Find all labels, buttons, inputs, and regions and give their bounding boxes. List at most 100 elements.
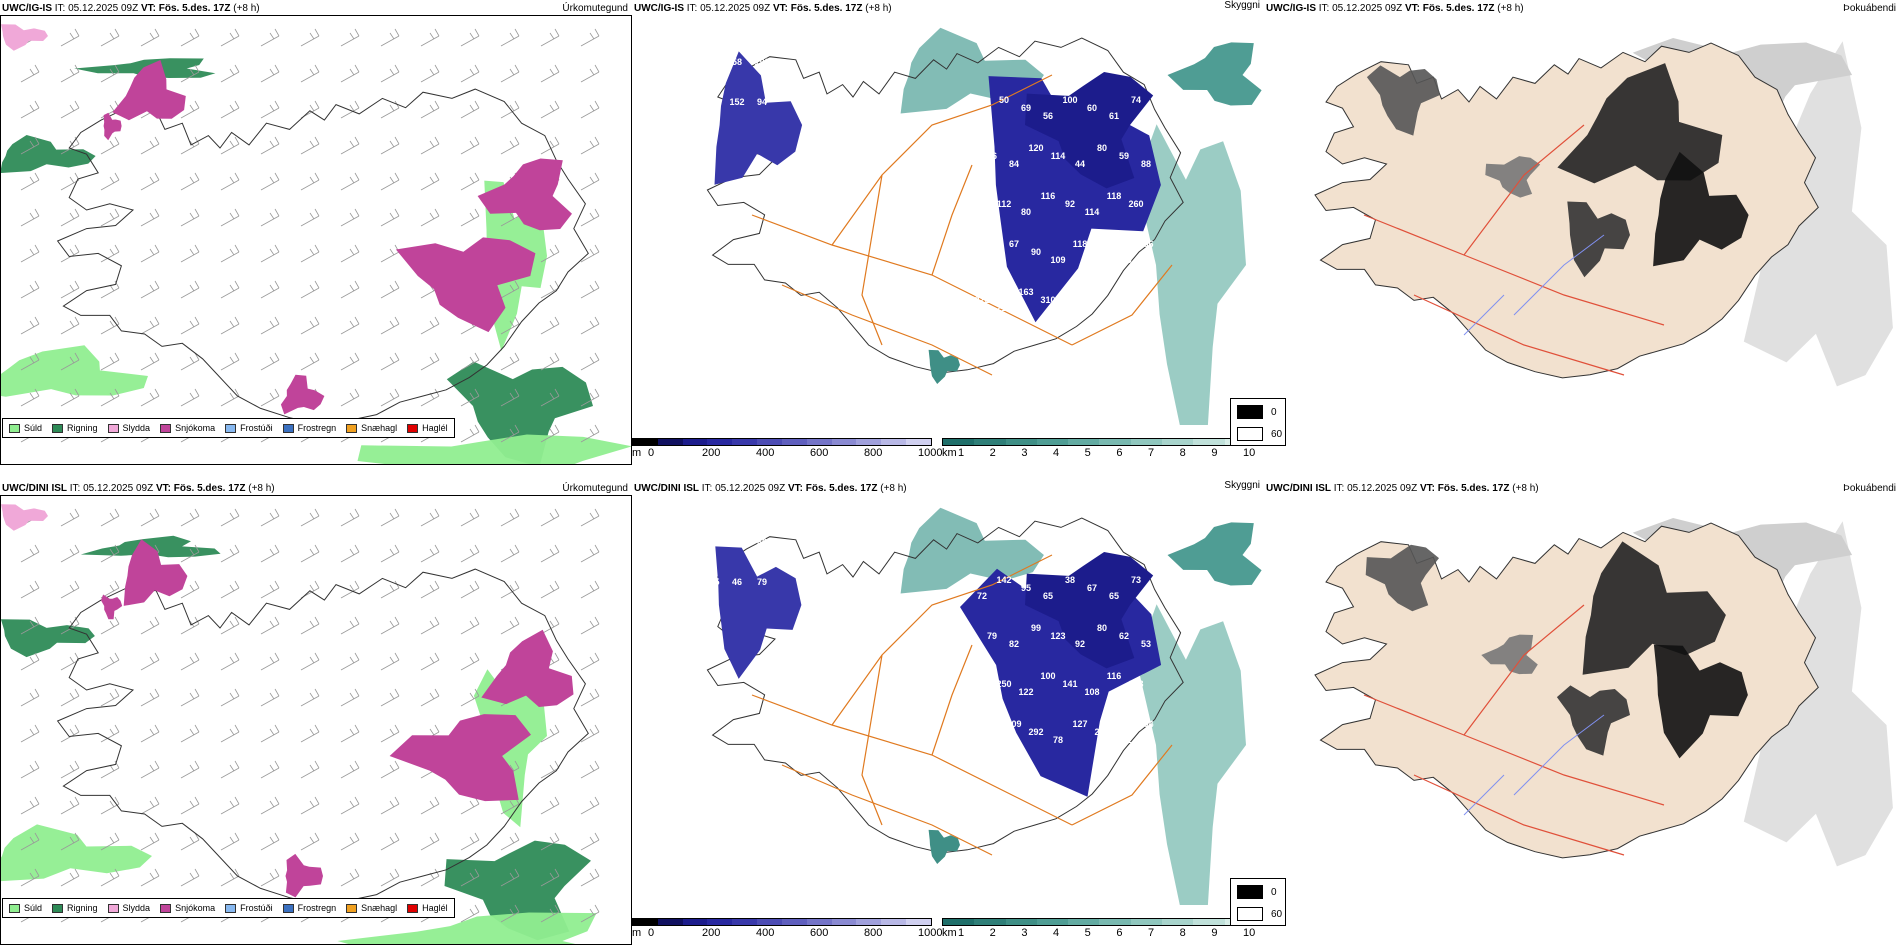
cloud-base-value: 100 — [1040, 671, 1055, 681]
legend-swatch — [9, 903, 20, 913]
valid-time-label: VT: — [1404, 3, 1420, 14]
colorbar-segment — [1130, 439, 1163, 445]
wind-barb — [340, 616, 360, 635]
cloud-base-value: 50 — [999, 95, 1009, 105]
colorbar-tick: 600 — [810, 927, 829, 939]
wind-barb — [500, 832, 520, 851]
wind-barb — [540, 64, 560, 83]
wind-barb — [220, 388, 240, 407]
wind-barb — [500, 64, 520, 83]
cloud-base-value: 67 — [1087, 583, 1097, 593]
colorbar-segment — [682, 439, 708, 445]
cloud-base-value: 114 — [1085, 207, 1100, 217]
wind-barb — [180, 28, 200, 47]
colorbar-segment — [657, 439, 683, 445]
wind-barb — [420, 208, 440, 227]
wind-barb — [420, 172, 440, 191]
wind-barb — [540, 28, 560, 47]
wind-barb — [380, 64, 400, 83]
legend-label: Haglél — [422, 903, 448, 913]
visibility-area — [1167, 522, 1262, 586]
wind-barb — [500, 904, 520, 923]
wind-barb — [60, 208, 80, 227]
wind-barb — [60, 760, 80, 779]
legend-entry: Súld — [9, 423, 42, 433]
wind-barb — [20, 868, 40, 887]
colorbar-tick: 10 — [1243, 927, 1256, 939]
wind-barb — [580, 616, 600, 635]
wind-barb — [180, 244, 200, 263]
snow-area — [477, 158, 572, 231]
model-name: UWC/DINI ISL — [634, 483, 699, 494]
colorbar-segment — [906, 439, 931, 445]
cloud-base-value: 46 — [732, 577, 742, 587]
wind-barb — [340, 724, 360, 743]
wind-barb — [100, 760, 120, 779]
legend-entry: Frostúði — [225, 423, 273, 433]
colorbar-tick: 7 — [1148, 927, 1155, 939]
wind-barb — [100, 652, 120, 671]
wind-barb — [180, 544, 200, 563]
cloud-base-value: 120 — [1028, 143, 1043, 153]
wind-barb — [380, 796, 400, 815]
fog-area — [1481, 634, 1538, 675]
fog-key-label: 60 — [1271, 429, 1283, 440]
wind-barb — [340, 544, 360, 563]
init-time: IT: 05.12.2025 09Z — [701, 483, 786, 494]
wind-barb — [460, 28, 480, 47]
colorbar-strip — [942, 918, 1257, 926]
visibility-area — [900, 507, 1044, 594]
wind-barb — [140, 868, 160, 887]
snow-area — [101, 594, 123, 620]
cloud-base-value: 74 — [732, 537, 742, 547]
colorbar-segment — [682, 919, 708, 925]
lead-time: (+8 h) — [1512, 483, 1539, 494]
legend-entry: Snæhagl — [346, 423, 397, 433]
init-time: IT: 05.12.2025 09Z — [686, 3, 771, 14]
cloud-base-value: 123 — [1050, 631, 1065, 641]
snow-area — [112, 60, 186, 121]
colorbar-unit: m — [632, 927, 642, 939]
wind-barb — [20, 580, 40, 599]
wind-barb — [460, 508, 480, 527]
lead-time: (+8 h) — [865, 3, 892, 14]
wind-barb — [260, 832, 280, 851]
cloud-base-value: 361 — [1116, 735, 1131, 745]
valid-time-label: VT: — [772, 3, 788, 14]
legend-label: Frostúði — [240, 423, 273, 433]
valid-time: Fös. 5.des. 17Z — [1437, 483, 1510, 494]
wind-barb — [540, 244, 560, 263]
wind-barb — [180, 172, 200, 191]
wind-barb — [340, 868, 360, 887]
wind-barb — [180, 724, 200, 743]
wind-barb — [420, 316, 440, 335]
cloud-base-value: 80 — [1021, 207, 1031, 217]
cloud-base-value: 44 — [1075, 159, 1085, 169]
snow-area — [280, 374, 325, 415]
cloud-base-value: 79 — [987, 255, 997, 265]
wind-barb — [580, 832, 600, 851]
wind-barb — [20, 388, 40, 407]
road — [931, 644, 973, 756]
road — [1463, 124, 1585, 256]
precip-map-frame — [0, 495, 632, 945]
river — [1463, 774, 1505, 816]
wind-barb — [380, 28, 400, 47]
wind-barb — [100, 280, 120, 299]
colorbar-tick: 200 — [702, 447, 721, 459]
model-row: UWC/IG-IS IT: 05.12.2025 09Z VT: Fös. 5.… — [0, 0, 1900, 470]
wind-barb — [540, 544, 560, 563]
wind-barb — [20, 796, 40, 815]
wind-barb — [380, 544, 400, 563]
wind-barb — [580, 904, 600, 923]
colorbar-tick: 200 — [702, 927, 721, 939]
cloud-base-value: 112 — [997, 199, 1012, 209]
wind-barb — [220, 244, 240, 263]
wind-barb — [460, 652, 480, 671]
legend-entry: Rigning — [52, 423, 98, 433]
wind-barb — [100, 172, 120, 191]
colorbar-segment — [831, 439, 857, 445]
cloud-base-value: 163 — [1018, 287, 1033, 297]
cloud-base-value: 72 — [1141, 55, 1151, 65]
cloud-base-value: 118 — [1073, 239, 1088, 249]
